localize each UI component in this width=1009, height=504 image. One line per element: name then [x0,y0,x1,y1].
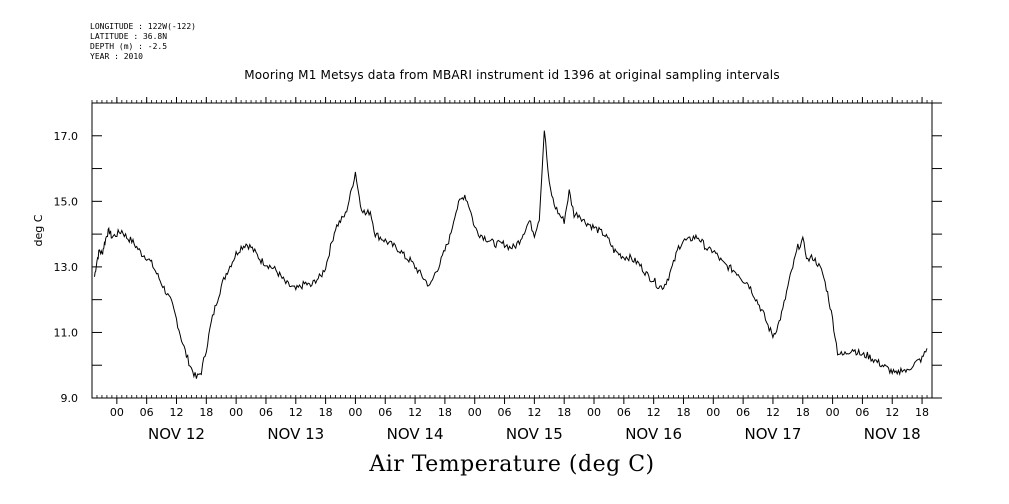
x-day-label: NOV 13 [267,425,324,443]
x-tick-label: 18 [319,406,333,419]
y-tick-label: 15.0 [54,195,79,208]
plot-frame [91,102,933,399]
x-tick-label: 06 [140,406,154,419]
x-tick-label: 06 [736,406,750,419]
y-tick-label: 13.0 [54,261,79,274]
x-tick-label: 06 [617,406,631,419]
x-tick-label: 18 [438,406,452,419]
x-tick-label: 06 [259,406,273,419]
metadata-block: LONGITUDE : 122W(-122) LATITUDE : 36.8N … [90,22,196,62]
x-day-label: NOV 17 [745,425,802,443]
y-tick-label: 11.0 [54,326,79,339]
x-tick-label: 00 [587,406,601,419]
x-day-label: NOV 18 [864,425,921,443]
latitude-text: LATITUDE : 36.8N [90,32,168,41]
x-tick-label: 00 [229,406,243,419]
x-tick-label: 18 [199,406,213,419]
x-tick-label: 12 [885,406,899,419]
year-text: YEAR : 2010 [90,52,143,61]
x-tick-label: 18 [915,406,929,419]
x-tick-label: 12 [647,406,661,419]
x-tick-label: 00 [348,406,362,419]
longitude-text: LONGITUDE : 122W(-122) [90,22,196,31]
x-day-label: NOV 12 [148,425,205,443]
y-axis-label: deg C [32,214,45,246]
x-tick-label: 12 [408,406,422,419]
x-tick-label: 06 [855,406,869,419]
x-tick-label: 12 [289,406,303,419]
x-tick-label: 06 [378,406,392,419]
x-tick-label: 18 [676,406,690,419]
x-tick-label: 12 [169,406,183,419]
x-day-label: NOV 15 [506,425,563,443]
y-tick-label: 17.0 [54,130,79,143]
x-day-label: NOV 16 [625,425,682,443]
depth-text: DEPTH (m) : -2.5 [90,42,168,51]
x-tick-label: 18 [796,406,810,419]
x-tick-label: 00 [706,406,720,419]
chart-title: Mooring M1 Metsys data from MBARI instru… [244,68,780,82]
x-tick-label: 12 [766,406,780,419]
y-tick-label: 9.0 [61,392,79,405]
x-tick-label: 12 [527,406,541,419]
x-tick-label: 00 [468,406,482,419]
x-day-label: NOV 14 [387,425,444,443]
x-axis-label: Air Temperature (deg C) [369,452,655,477]
x-tick-label: 18 [557,406,571,419]
x-tick-label: 00 [110,406,124,419]
x-tick-label: 00 [826,406,840,419]
x-tick-label: 06 [498,406,512,419]
series-line [94,130,928,379]
